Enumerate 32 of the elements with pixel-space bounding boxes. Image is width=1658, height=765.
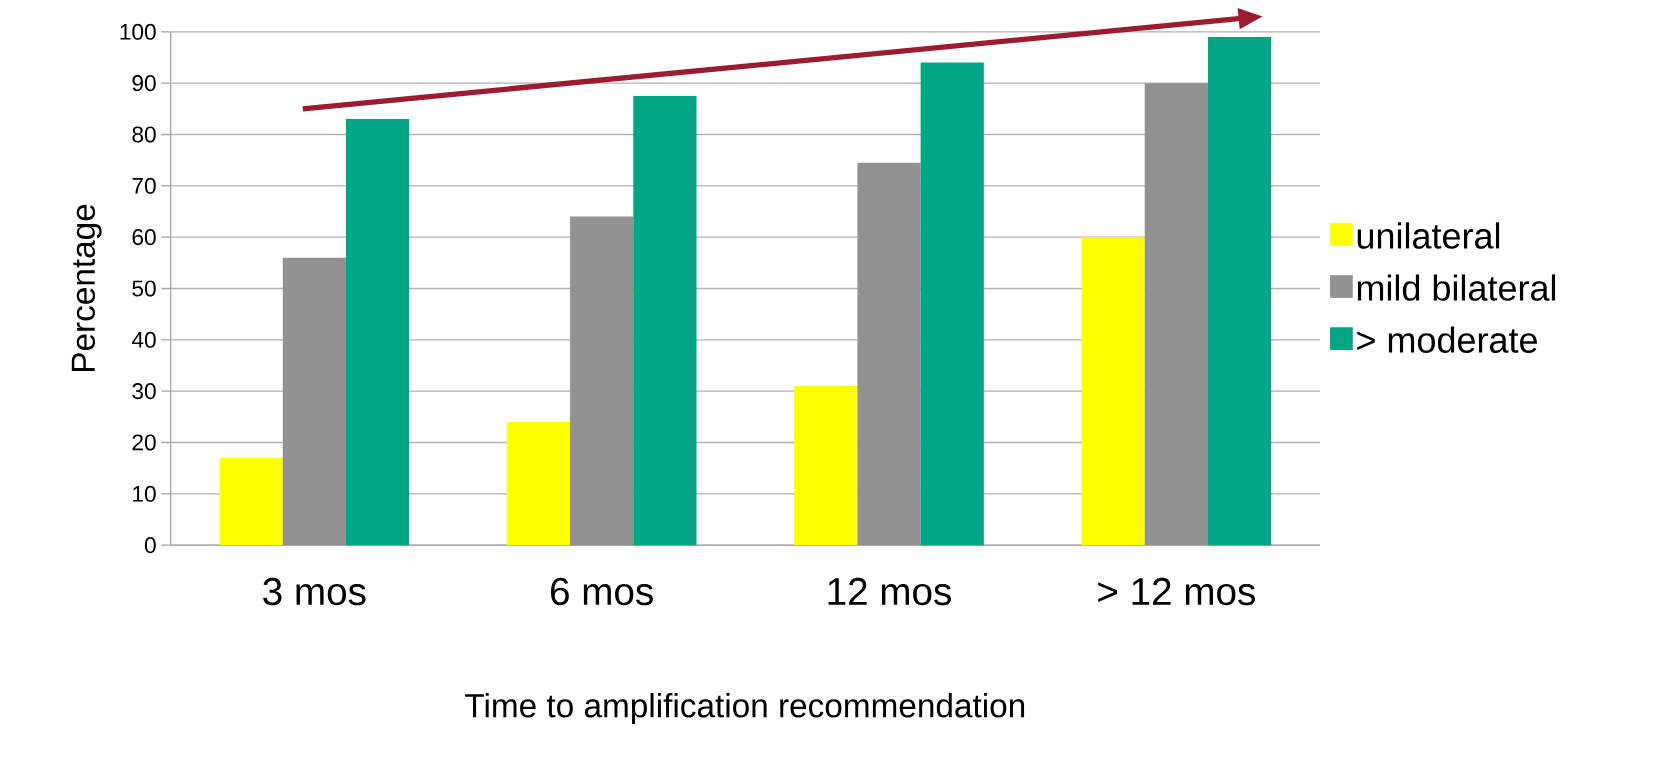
x-tick-label: 3 mos xyxy=(263,577,366,606)
x-axis-title: Time to amplification recommendation xyxy=(465,693,1025,725)
bar xyxy=(219,457,283,546)
bar xyxy=(282,257,346,546)
bar xyxy=(1207,36,1272,546)
x-tick-label: 6 mos xyxy=(551,577,653,606)
y-tick-label: 50 xyxy=(132,280,156,297)
y-tick-label: 0 xyxy=(144,537,156,554)
legend-label: mild bilateral xyxy=(1357,274,1556,301)
y-tick-label: 40 xyxy=(131,331,156,348)
y-tick-label: 20 xyxy=(132,434,156,451)
y-tick-label: 60 xyxy=(132,229,156,246)
bar xyxy=(506,421,571,546)
y-tick-label: 30 xyxy=(132,383,156,400)
bar xyxy=(1144,83,1208,546)
y-tick-label: 70 xyxy=(132,177,156,194)
bar xyxy=(633,95,697,546)
y-tick-label: 100 xyxy=(120,23,156,40)
y-tick-label: 10 xyxy=(133,485,156,502)
legend-label: unilateral xyxy=(1357,222,1500,249)
y-axis-title: Percentage xyxy=(71,204,102,371)
bar xyxy=(345,119,410,546)
bar xyxy=(1081,237,1145,546)
x-tick-label: > 12 mos xyxy=(1098,577,1255,606)
y-tick-label: 90 xyxy=(132,75,156,92)
bar xyxy=(857,162,921,546)
x-tick-label: 12 mos xyxy=(828,577,951,606)
y-tick-label: 80 xyxy=(132,126,156,143)
bar xyxy=(794,386,858,546)
bar xyxy=(570,216,634,546)
legend-label: > moderate xyxy=(1357,326,1537,353)
bar xyxy=(920,62,984,546)
